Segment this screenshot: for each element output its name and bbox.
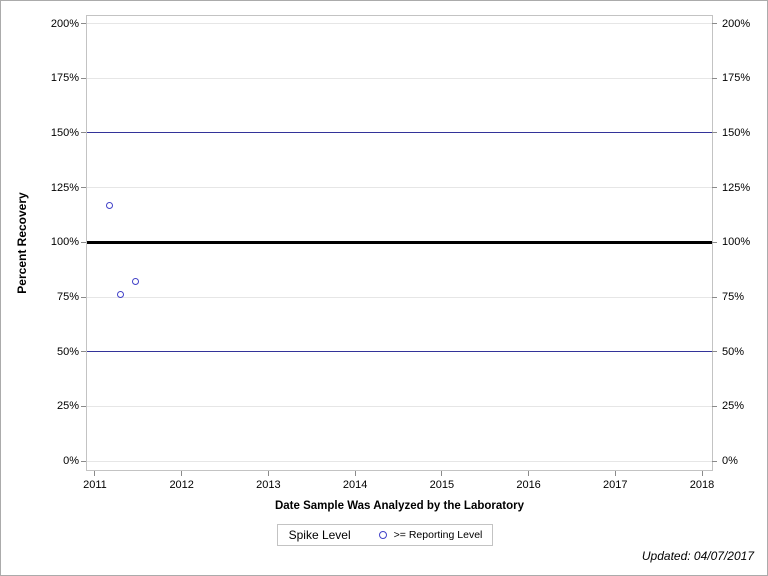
- x-axis-title: Date Sample Was Analyzed by the Laborato…: [274, 500, 525, 512]
- x-tick-label: 2015: [429, 479, 455, 491]
- plot-area: [86, 15, 713, 471]
- x-tick: [528, 471, 530, 476]
- y-tick-left: [81, 351, 86, 353]
- y-tick-label-left: 200%: [50, 17, 79, 30]
- h-gridline: [87, 460, 712, 462]
- y-tick-label-right: 50%: [722, 345, 745, 358]
- y-tick-left: [81, 460, 86, 462]
- y-tick-left: [81, 132, 86, 134]
- legend-title: Spike Level: [288, 528, 351, 542]
- data-point: [132, 278, 140, 286]
- x-tick: [267, 471, 269, 476]
- y-tick-right: [712, 296, 717, 298]
- y-tick-right: [712, 132, 717, 134]
- reference-line-50: [87, 351, 712, 353]
- y-tick-label-left: 25%: [56, 400, 79, 413]
- y-tick-left: [81, 77, 86, 79]
- y-tick-label-left: 75%: [56, 291, 79, 304]
- x-tick: [614, 471, 616, 476]
- legend-box: Spike Level >= Reporting Level: [276, 524, 494, 546]
- y-tick-right: [712, 241, 717, 243]
- reference-line-layer: [87, 16, 712, 470]
- y-tick-left: [81, 23, 86, 25]
- y-tick-right: [712, 405, 717, 407]
- y-tick-label-right: 25%: [722, 400, 745, 413]
- y-tick-right: [712, 23, 717, 25]
- reference-line-100: [87, 240, 712, 244]
- x-tick: [441, 471, 443, 476]
- x-tick: [354, 471, 356, 476]
- x-tick: [701, 471, 703, 476]
- h-gridline: [87, 77, 712, 79]
- open-circle-marker-icon: [378, 531, 387, 539]
- h-gridline: [87, 23, 712, 25]
- y-tick-right: [712, 351, 717, 353]
- legend: Spike Level >= Reporting Level: [1, 524, 767, 546]
- y-tick-label-left: 100%: [50, 236, 79, 249]
- x-tick-label: 2016: [516, 479, 541, 491]
- x-tick-label: 2011: [83, 479, 107, 491]
- h-gridline: [87, 187, 712, 189]
- data-point: [106, 201, 114, 209]
- y-tick-label-right: 100%: [722, 236, 751, 249]
- y-tick-right: [712, 460, 717, 462]
- y-tick-left: [81, 241, 86, 243]
- y-tick-left: [81, 296, 86, 298]
- y-tick-label-left: 125%: [50, 181, 79, 194]
- y-tick-label-right: 200%: [722, 17, 751, 30]
- x-tick-label: 2018: [689, 479, 715, 491]
- x-tick-label: 2017: [603, 479, 628, 491]
- y-tick-right: [712, 77, 717, 79]
- y-tick-label-right: 175%: [722, 72, 751, 85]
- reference-line-150: [87, 132, 712, 134]
- y-tick-label-left: 0%: [63, 455, 79, 468]
- data-point-layer: [87, 16, 712, 470]
- legend-entry-label: >= Reporting Level: [393, 529, 483, 541]
- x-tick-label: 2012: [169, 479, 194, 491]
- h-gridline: [87, 405, 712, 407]
- y-tick-label-left: 150%: [50, 126, 79, 139]
- updated-timestamp: Updated: 04/07/2017: [641, 549, 754, 563]
- y-tick-label-right: 0%: [722, 455, 738, 468]
- x-tick-label: 2013: [256, 479, 281, 491]
- x-tick: [94, 471, 96, 476]
- y-tick-left: [81, 405, 86, 407]
- y-tick-label-left: 175%: [50, 72, 79, 85]
- y-tick-label-right: 125%: [722, 181, 751, 194]
- y-tick-label-right: 75%: [722, 291, 745, 304]
- y-tick-left: [81, 187, 86, 189]
- y-tick-label-left: 50%: [56, 345, 79, 358]
- x-tick: [181, 471, 183, 476]
- x-tick-label: 2014: [342, 479, 368, 491]
- h-gridline: [87, 296, 712, 298]
- data-point: [117, 291, 125, 299]
- y-tick-label-right: 150%: [722, 126, 751, 139]
- y-tick-right: [712, 187, 717, 189]
